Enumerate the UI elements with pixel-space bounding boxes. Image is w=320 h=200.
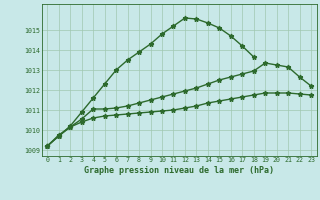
X-axis label: Graphe pression niveau de la mer (hPa): Graphe pression niveau de la mer (hPa) <box>84 166 274 175</box>
